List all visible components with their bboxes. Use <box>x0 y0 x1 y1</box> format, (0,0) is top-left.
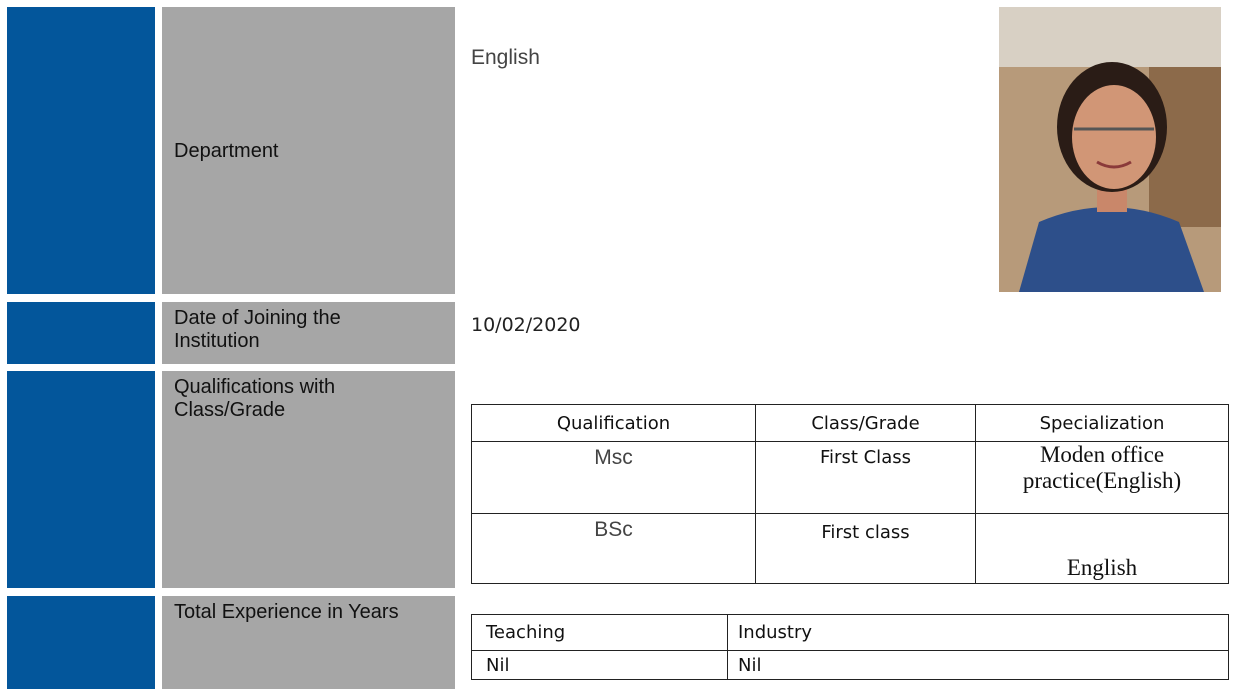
label-cell <box>162 596 455 689</box>
label: Qualifications with Class/Grade <box>174 376 336 421</box>
row-marker <box>7 596 155 689</box>
value: 10/02/2020 <box>471 314 581 336</box>
cell: Nil <box>727 650 1229 680</box>
cell: Msc <box>471 441 756 514</box>
value: English <box>471 46 540 69</box>
header-cell: Teaching <box>471 614 728 651</box>
row-marker <box>7 7 155 294</box>
row-marker <box>7 302 155 364</box>
cell: Moden office practice(English) <box>975 441 1229 514</box>
cell: Nil <box>471 650 728 680</box>
experience-table: Teaching Industry Nil Nil <box>471 614 1229 680</box>
header-cell: Qualification <box>471 404 756 442</box>
label: Department <box>174 140 279 162</box>
qualifications-table: Qualification Class/Grade Specialization… <box>471 404 1229 584</box>
cell: English <box>975 513 1229 584</box>
row-marker <box>7 371 155 588</box>
header-cell: Class/Grade <box>755 404 976 442</box>
cell: First class <box>755 513 976 584</box>
header-cell: Industry <box>727 614 1229 651</box>
label: Date of Joining the Institution <box>174 307 341 352</box>
header-cell: Specialization <box>975 404 1229 442</box>
cell: First Class <box>755 441 976 514</box>
profile-photo <box>999 7 1221 292</box>
label-cell <box>162 371 455 588</box>
label: Total Experience in Years <box>174 601 399 623</box>
label-cell <box>162 7 455 294</box>
label-cell <box>162 302 455 364</box>
cell: BSc <box>471 513 756 584</box>
